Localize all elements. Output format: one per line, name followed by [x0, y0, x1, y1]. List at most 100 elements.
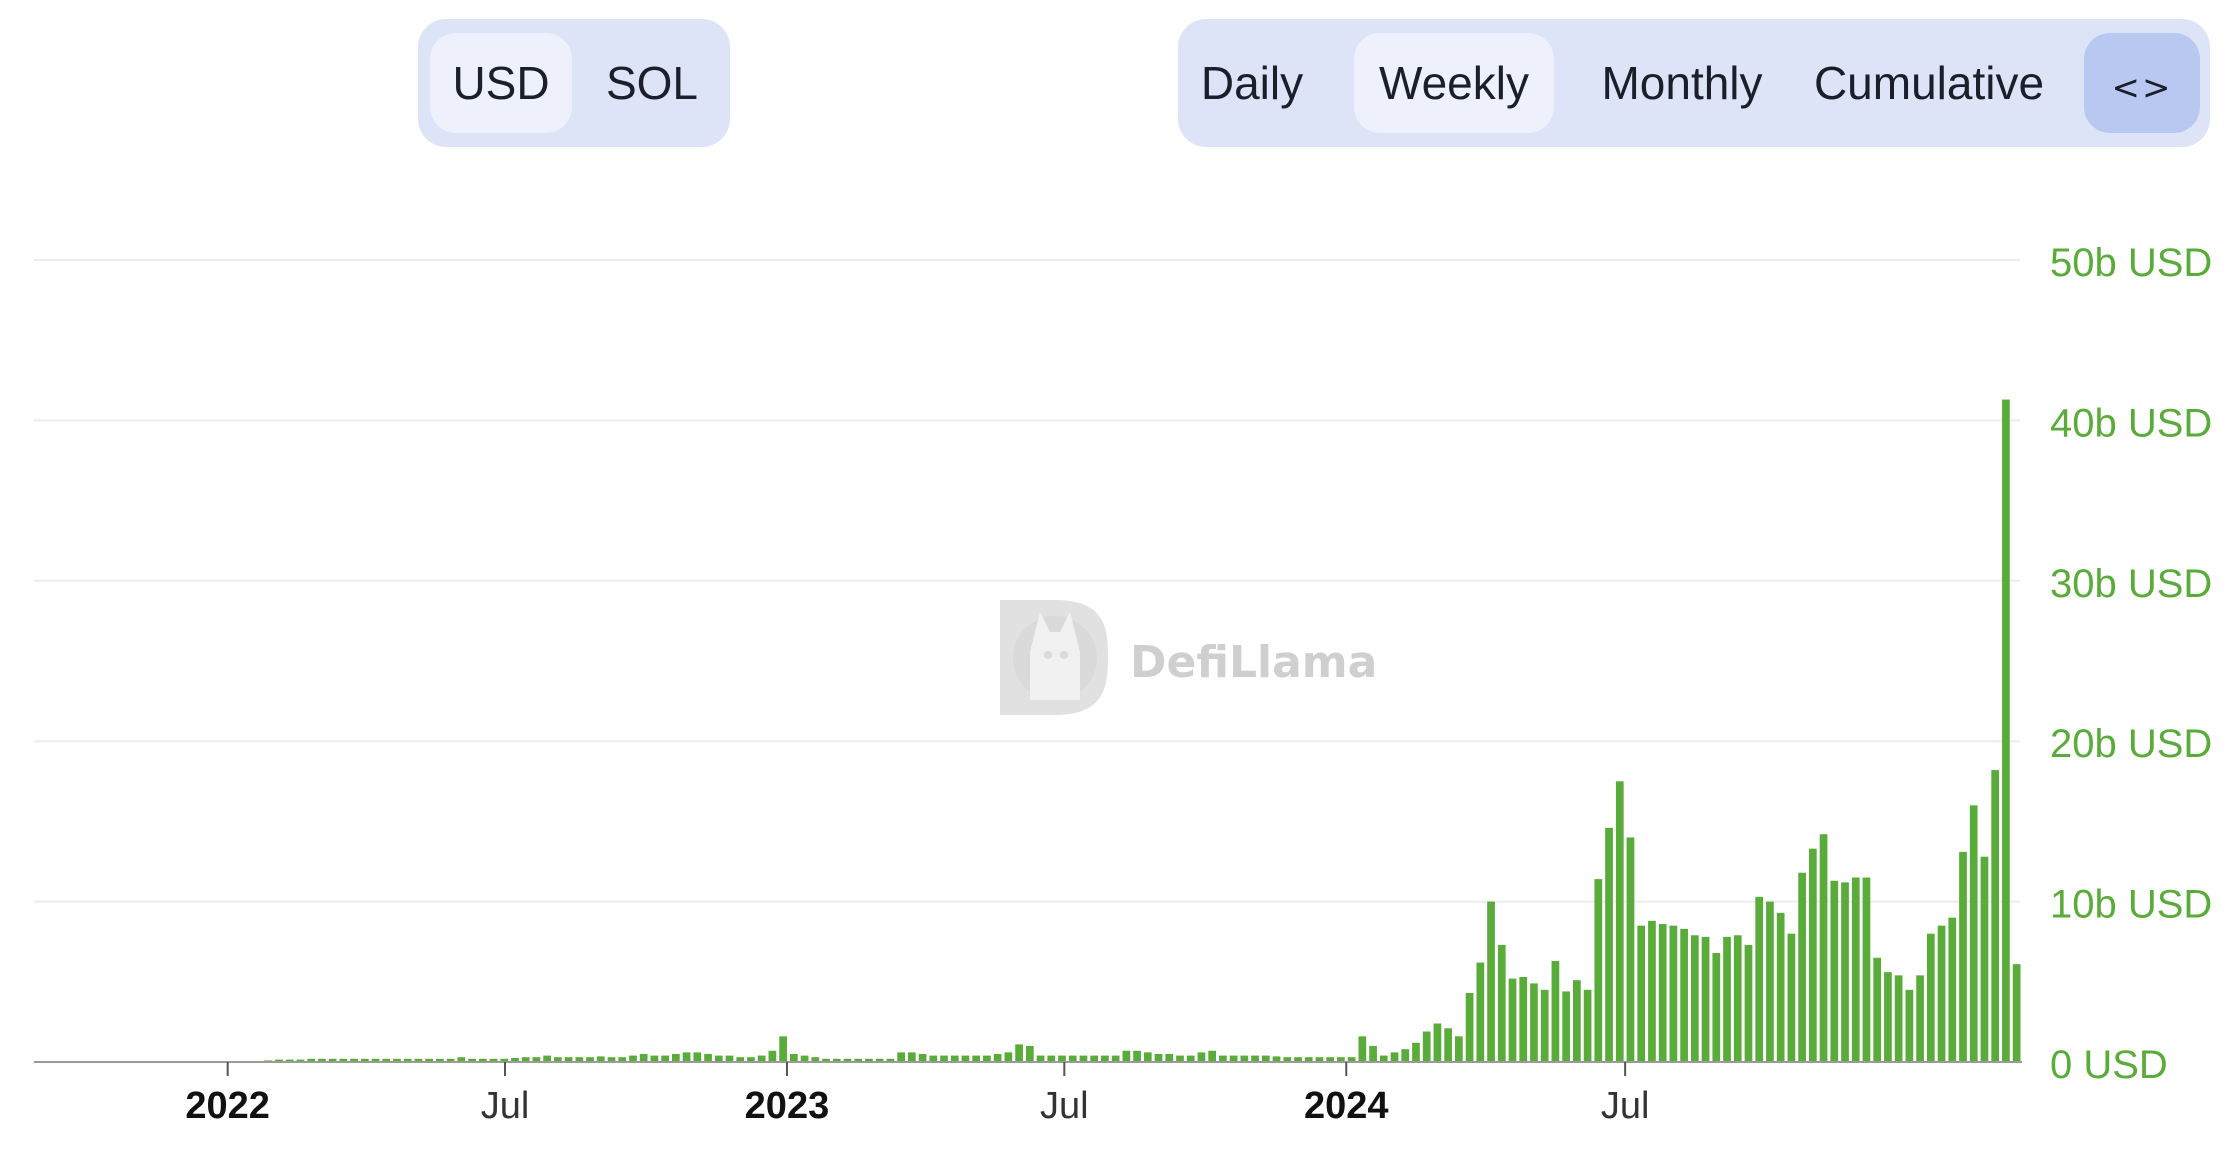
bar [1787, 933, 1796, 1062]
bar [554, 1057, 562, 1062]
interval-daily-button[interactable]: Daily [1200, 57, 1304, 109]
bar [725, 1055, 734, 1062]
bar [1658, 924, 1667, 1062]
x-tick-label: 2024 [1304, 1085, 1389, 1127]
bar [1476, 962, 1485, 1062]
bar [972, 1055, 981, 1062]
bar [1690, 935, 1699, 1062]
bar [285, 1059, 294, 1062]
bar [1583, 989, 1592, 1062]
y-tick-label: 0 USD [2050, 1043, 2168, 1087]
bar [1101, 1055, 1109, 1062]
currency-usd-button[interactable]: USD [430, 33, 572, 133]
bar [672, 1053, 680, 1062]
bar [1186, 1055, 1195, 1062]
bar [1390, 1052, 1399, 1062]
bar [1841, 882, 1849, 1062]
bar [704, 1053, 712, 1062]
bar [1594, 879, 1603, 1062]
interval-monthly-button[interactable]: Monthly [1601, 57, 1763, 109]
y-tick-label: 10b USD [2050, 883, 2212, 927]
bar [511, 1057, 519, 1062]
grid-lines [34, 259, 2020, 903]
bar [1530, 983, 1538, 1062]
bar [1058, 1055, 1066, 1062]
bar [1605, 827, 1613, 1062]
interval-weekly-button[interactable]: Weekly [1354, 33, 1554, 133]
bar [414, 1058, 423, 1062]
bar [1991, 770, 2000, 1062]
bar [1422, 1031, 1431, 1062]
bar [1884, 972, 1892, 1062]
embed-code-button[interactable]: <> [2084, 33, 2200, 133]
bar [607, 1057, 616, 1062]
bar [618, 1057, 627, 1062]
bar [629, 1055, 637, 1062]
bar [1937, 925, 1946, 1062]
bar [1015, 1044, 1023, 1062]
y-axis: 0 USD 10b USD 20b USD 30b USD 40b USD 50b USD [2050, 241, 2212, 1087]
bar [478, 1058, 487, 1062]
bar [425, 1058, 434, 1062]
bar [1229, 1055, 1238, 1062]
bar [1497, 944, 1506, 1062]
bar [1830, 880, 1839, 1062]
bar [1251, 1055, 1259, 1062]
bar [296, 1059, 305, 1062]
bar [403, 1058, 412, 1062]
bar [993, 1053, 1002, 1062]
bar [307, 1058, 316, 1062]
interval-cumulative-button[interactable]: Cumulative [1813, 57, 2045, 109]
bar [1712, 952, 1721, 1062]
bar [1680, 928, 1688, 1062]
bar [1261, 1055, 1270, 1062]
bar [1540, 989, 1549, 1062]
x-tick-label: 2023 [745, 1085, 830, 1127]
bar [500, 1058, 509, 1062]
bar [1862, 877, 1871, 1062]
bar [596, 1056, 605, 1062]
bar [950, 1055, 959, 1062]
bar [1573, 980, 1581, 1062]
bar [1948, 917, 1957, 1062]
bar [2002, 399, 2010, 1062]
currency-sol-button[interactable]: SOL [605, 57, 699, 109]
bar [1025, 1045, 1034, 1062]
bar [1969, 805, 1978, 1062]
bar [875, 1058, 884, 1062]
bar [382, 1058, 391, 1062]
bar [682, 1052, 691, 1062]
bar [489, 1058, 498, 1062]
bar [564, 1057, 573, 1062]
x-tick-label: Jul [1040, 1085, 1089, 1127]
bar [1165, 1053, 1174, 1062]
bar [1487, 901, 1495, 1062]
bar [543, 1055, 552, 1062]
bar [650, 1055, 659, 1062]
bar [1637, 925, 1646, 1062]
bar [371, 1058, 380, 1062]
bar [1315, 1057, 1324, 1062]
bar [714, 1055, 723, 1062]
llama-logo-icon [1000, 600, 1108, 715]
bar [360, 1058, 369, 1062]
bar [1197, 1052, 1206, 1062]
y-tick-label: 30b USD [2050, 562, 2212, 606]
bar [1068, 1055, 1077, 1062]
bar [339, 1058, 348, 1062]
bar [1808, 848, 1817, 1062]
defillama-watermark: DefiLlama [1000, 600, 1377, 715]
bar [779, 1036, 787, 1062]
bar [865, 1058, 873, 1062]
bar [468, 1058, 476, 1062]
interval-toggle: Daily Weekly Monthly Cumulative <> [1178, 19, 2210, 147]
bar [1980, 856, 1989, 1062]
bar [639, 1053, 648, 1062]
bar [1047, 1055, 1056, 1062]
bar [1433, 1023, 1442, 1062]
bar [1926, 933, 1935, 1062]
bar [822, 1058, 830, 1062]
bar [1219, 1055, 1227, 1062]
bar [1176, 1055, 1184, 1062]
